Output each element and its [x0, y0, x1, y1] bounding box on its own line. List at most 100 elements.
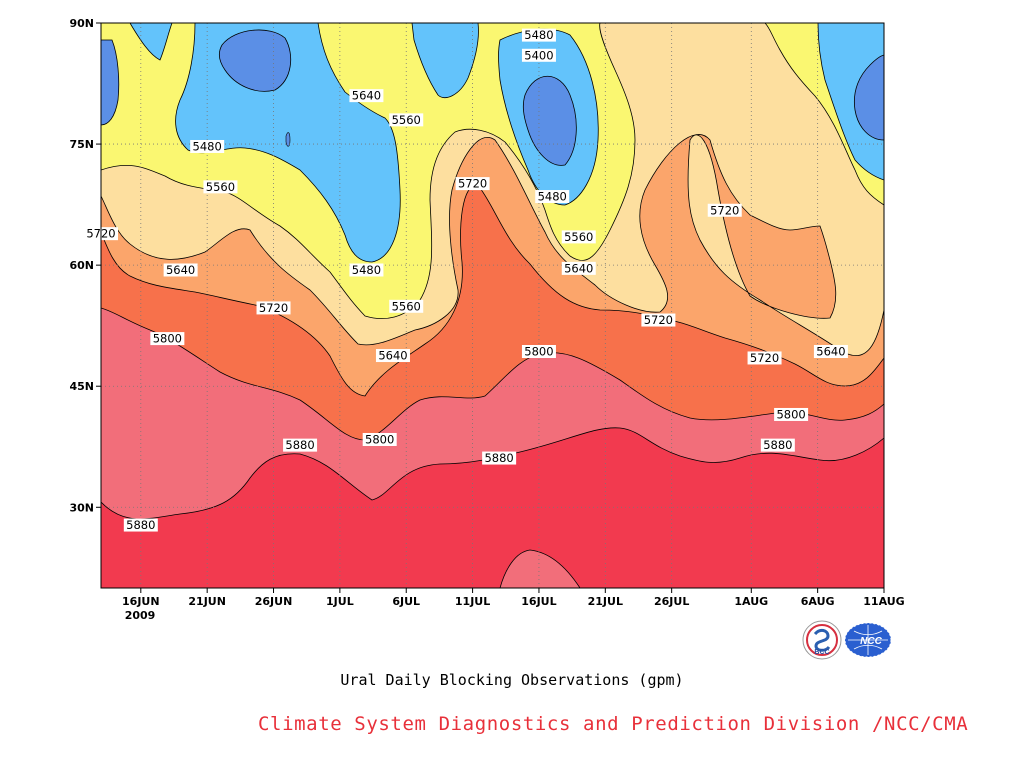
contour-label-text: 5480: [352, 263, 381, 277]
contour-label-bg: [561, 230, 596, 244]
contour-label-bg: [349, 89, 384, 103]
contour-label-text: 5560: [392, 113, 421, 127]
grid-lines: [101, 23, 884, 588]
contour-label-text: 5480: [524, 28, 553, 42]
contour-label-text: 5800: [524, 345, 553, 359]
contour-label-text: 5640: [564, 261, 593, 275]
contour-label-text: 5880: [484, 451, 513, 465]
y-tick-label: 45N: [69, 380, 94, 393]
contour-label: 5480: [190, 139, 225, 153]
x-tick-label: 26JUN: [255, 595, 293, 608]
contour-label-bg: [521, 28, 556, 42]
credit-line: Climate System Diagnostics and Predictio…: [258, 713, 969, 735]
contour-label-bg: [521, 48, 556, 62]
bcc-logo-text: BCC: [814, 649, 829, 656]
contour-label-text: 5640: [166, 263, 195, 277]
contour-label-text: 5560: [206, 180, 235, 194]
contour-label-bg: [349, 263, 384, 277]
contour-label: 5560: [203, 180, 238, 194]
bcc-logo: BCC: [802, 620, 842, 660]
contour-label-text: 5720: [644, 313, 673, 327]
contour-label: 5880: [123, 518, 158, 532]
contour-label-text: 5720: [710, 203, 739, 217]
contour-label: 5800: [150, 332, 185, 346]
contour-label-text: 5400: [524, 48, 553, 62]
x-axis: 16JUN 21JUN 26JUN 1JUL 6JUL 11JUL 16JUL 21JUL 26…: [122, 588, 905, 608]
contour-label-text: 5800: [365, 432, 394, 446]
x-tick-label: 6JUL: [392, 595, 420, 608]
contour-label-bg: [747, 351, 782, 365]
plot-frame: [100, 22, 885, 589]
contour-label-text: 5880: [126, 518, 155, 532]
contour-label-text: 5720: [750, 351, 779, 365]
x-year-label: 2009: [125, 609, 156, 622]
contour-label-bg: [375, 349, 410, 363]
contour-label: 5720: [256, 301, 291, 315]
ncc-logo: NCC: [844, 622, 892, 658]
contour-labels: 5480 5400 5640 5560 5480 5560 5720 5480 5720 5560…: [84, 28, 848, 532]
x-tick-label: 1AUG: [734, 595, 768, 608]
contour-label-text: 5720: [259, 301, 288, 315]
y-tick-label: 60N: [69, 259, 94, 272]
contour-label: 5880: [482, 451, 517, 465]
contour-label-bg: [521, 345, 556, 359]
contour-label-text: 5880: [285, 438, 314, 452]
band-5880-5960-island: [499, 549, 581, 588]
x-tick-label: 21JUN: [188, 595, 226, 608]
contour-label: 5560: [389, 299, 424, 313]
contour-label: 5640: [163, 263, 198, 277]
x-tick-label: 11JUL: [455, 595, 490, 608]
contour-label-bg: [389, 299, 424, 313]
contour-label-bg: [482, 451, 517, 465]
contour-label: 5400: [521, 48, 556, 62]
contour-label: 5480: [349, 263, 384, 277]
x-tick-label: 11AUG: [863, 595, 904, 608]
y-tick-label: 90N: [69, 17, 94, 30]
band-5400-5480: [101, 23, 884, 263]
contour-label: 5640: [375, 349, 410, 363]
contour-label-bg: [813, 345, 848, 359]
contour-chart: 5480 5400 5640 5560 5480 5560 5720 5480 5720 5560…: [69, 17, 905, 660]
contour-label: 5880: [760, 438, 795, 452]
contour-label: 5720: [455, 177, 490, 191]
contour-label-text: 5800: [776, 407, 805, 421]
contour-label-text: 5880: [763, 438, 792, 452]
contour-label-text: 5480: [538, 190, 567, 204]
y-axis: 30N 45N 60N 75N 90N: [69, 17, 101, 514]
contour-label-bg: [535, 190, 570, 204]
contour-label: 5560: [561, 230, 596, 244]
contour-label-bg: [123, 518, 158, 532]
contour-label: 5560: [389, 113, 424, 127]
small-blue-dot: [285, 132, 291, 147]
chart-caption: Ural Daily Blocking Observations (gpm): [340, 671, 684, 689]
band-below-5400: [101, 29, 884, 166]
contour-label-bg: [283, 438, 318, 452]
contour-label-bg: [641, 313, 676, 327]
contour-label-bg: [362, 432, 397, 446]
x-tick-label: 16JUN: [122, 595, 160, 608]
contour-label-text: 5560: [564, 230, 593, 244]
contour-label-bg: [707, 203, 742, 217]
contour-label-text: 5560: [392, 299, 421, 313]
contour-label-text: 5720: [458, 177, 487, 191]
contour-label-bg: [774, 407, 809, 421]
x-tick-label: 26JUL: [654, 595, 689, 608]
contour-label-text: 5640: [352, 89, 381, 103]
contour-label-bg: [150, 332, 185, 346]
contour-label: 5720: [707, 203, 742, 217]
contour-label-text: 5480: [193, 139, 222, 153]
x-tick-label: 21JUL: [588, 595, 623, 608]
contour-fills: [101, 23, 884, 588]
contour-label: 5640: [813, 345, 848, 359]
contour-label: 5640: [349, 89, 384, 103]
contour-label-bg: [455, 177, 490, 191]
contour-label: 5800: [774, 407, 809, 421]
contour-label: 5720: [747, 351, 782, 365]
contour-label: 5480: [535, 190, 570, 204]
contour-label-text: 5640: [378, 349, 407, 363]
contour-label: 5720: [641, 313, 676, 327]
ncc-logo-text: NCC: [860, 636, 882, 647]
contour-label: 5480: [521, 28, 556, 42]
x-tick-label: 6AUG: [801, 595, 835, 608]
contour-label: 5880: [283, 438, 318, 452]
